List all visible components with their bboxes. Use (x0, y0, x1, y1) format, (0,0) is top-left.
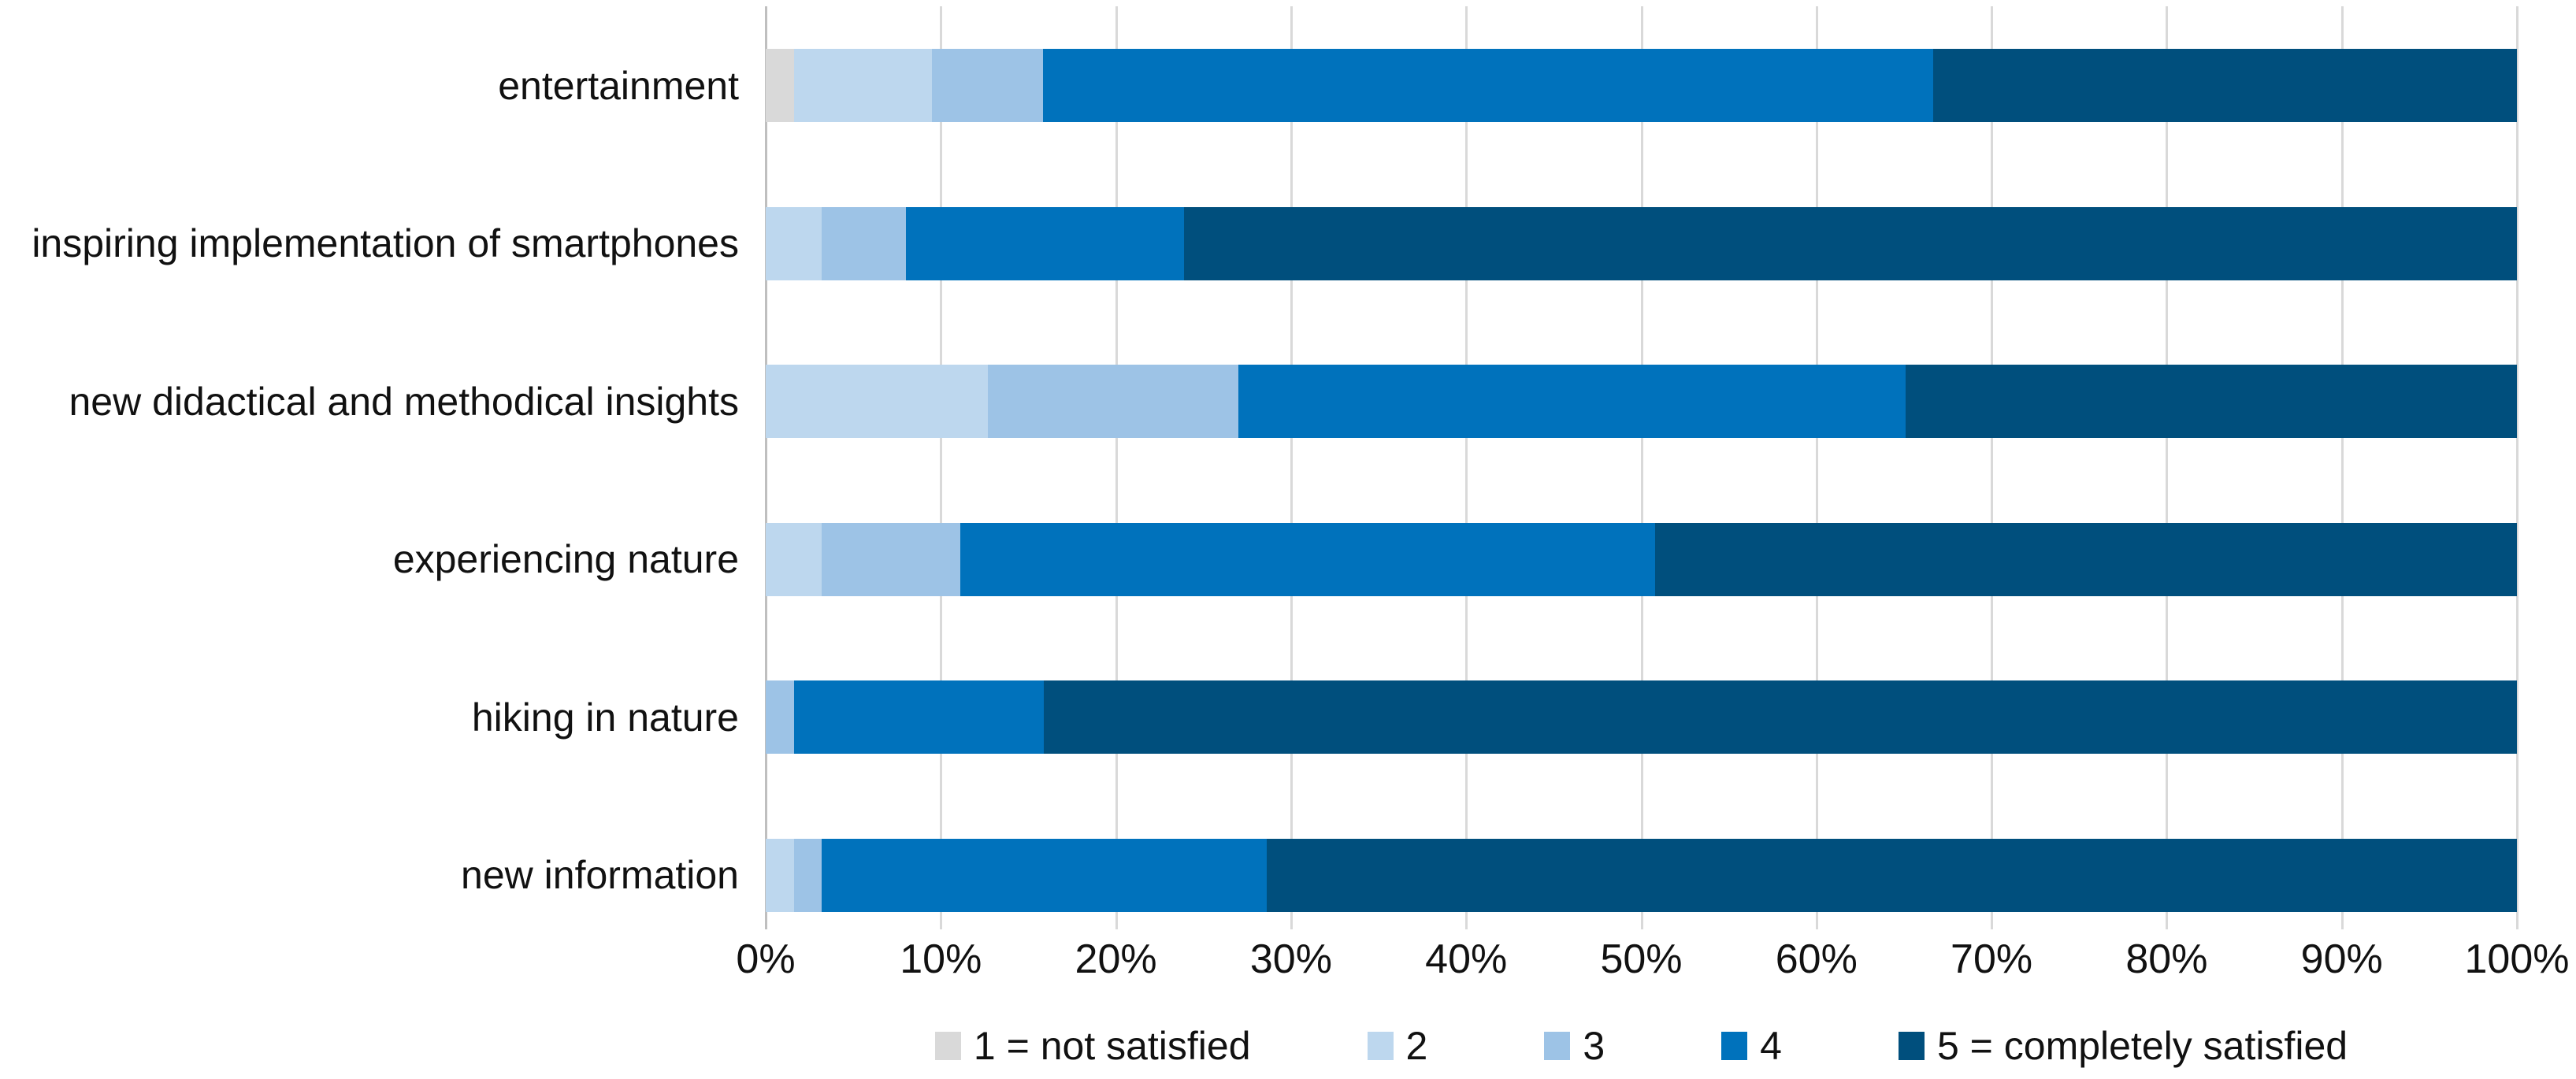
bar-row (766, 49, 2517, 122)
gridline-50% (1640, 6, 1643, 929)
legend-item: 2 (1367, 1023, 1428, 1069)
legend-item: 4 (1721, 1023, 1782, 1069)
category-label: experiencing nature (392, 537, 739, 581)
x-tick-label: 20% (1075, 936, 1157, 982)
legend-label: 2 (1405, 1024, 1428, 1068)
legend-swatch (1898, 1032, 1925, 1060)
bar-segment (766, 49, 794, 122)
legend-item: 5 = completely satisfied (1898, 1023, 2348, 1069)
gridline-60% (1815, 6, 1818, 929)
bar-segment (988, 365, 1239, 438)
bar-segment (1266, 838, 2517, 912)
x-axis: 0% 10% 20% 30% 40% 50% 60% 70% 80% 90% 100% (736, 936, 2569, 986)
gridline-70% (1991, 6, 1994, 929)
x-tick-label: 90% (2300, 936, 2383, 982)
bar-segment (766, 680, 794, 754)
bar-segment (932, 49, 1043, 122)
legend-item: 1 = not satisfied (934, 1023, 1251, 1069)
legend-label: 5 = completely satisfied (1936, 1024, 2348, 1068)
legend: 1 = not satisfied 2 3 4 5 = completely satis… (766, 1021, 2517, 1071)
bar-segment (822, 206, 906, 280)
bar-segment (793, 838, 822, 912)
x-tick-label: 10% (900, 936, 982, 982)
bar-segment (766, 838, 794, 912)
x-tick-label: 40% (1425, 936, 1508, 982)
x-tick-label: 0% (736, 936, 796, 982)
category-label: hiking in nature (471, 695, 739, 740)
gridline-100% (2516, 6, 2518, 929)
gridline-90% (2340, 6, 2344, 929)
axis-zero-line (765, 6, 767, 929)
bar-segment (822, 838, 1267, 912)
legend-swatch (1367, 1032, 1394, 1060)
bar-segment (1655, 522, 2517, 596)
legend-swatch (1721, 1032, 1748, 1060)
legend-swatch (1544, 1032, 1571, 1060)
gridline-80% (2166, 6, 2169, 929)
legend-label: 3 (1583, 1024, 1605, 1068)
x-tick-label: 80% (2125, 936, 2208, 982)
bar-segment (1183, 206, 2517, 280)
legend-swatch (934, 1032, 961, 1060)
bar-segment (1932, 49, 2517, 122)
bar-segment (1906, 365, 2517, 438)
bar-segment (1044, 680, 2517, 754)
category-label: entertainment (498, 63, 739, 108)
gridline-40% (1465, 6, 1468, 929)
x-tick-label: 60% (1775, 936, 1858, 982)
bar-segment (766, 522, 822, 596)
x-tick-label: 70% (1951, 936, 2033, 982)
legend-label: 4 (1760, 1024, 1782, 1068)
bar-segment (822, 522, 960, 596)
bar-segment (960, 522, 1656, 596)
gridline-30% (1290, 6, 1293, 929)
category-label: new information (461, 853, 739, 897)
plot-area (765, 6, 2518, 929)
bar-row (766, 680, 2517, 754)
x-tick-label: 30% (1249, 936, 1332, 982)
gridline-10% (940, 6, 943, 929)
bar-segment (766, 365, 989, 438)
bar-row (766, 522, 2517, 596)
bar-row (766, 838, 2517, 912)
bar-row (766, 365, 2517, 438)
x-tick-label: 100% (2464, 936, 2570, 982)
bar-segment (1238, 365, 1906, 438)
gridline-20% (1115, 6, 1118, 929)
bar-segment (1042, 49, 1933, 122)
legend-item: 3 (1544, 1023, 1605, 1069)
bar-row (766, 206, 2517, 280)
category-label: inspiring implementation of smartphones (32, 221, 739, 265)
category-label: new didactical and methodical insights (69, 379, 740, 424)
bar-segment (766, 206, 822, 280)
bar-segment (793, 680, 1045, 754)
x-tick-label: 50% (1600, 936, 1683, 982)
bar-segment (905, 206, 1184, 280)
bar-segment (793, 49, 933, 122)
legend-label: 1 = not satisfied (973, 1024, 1251, 1068)
